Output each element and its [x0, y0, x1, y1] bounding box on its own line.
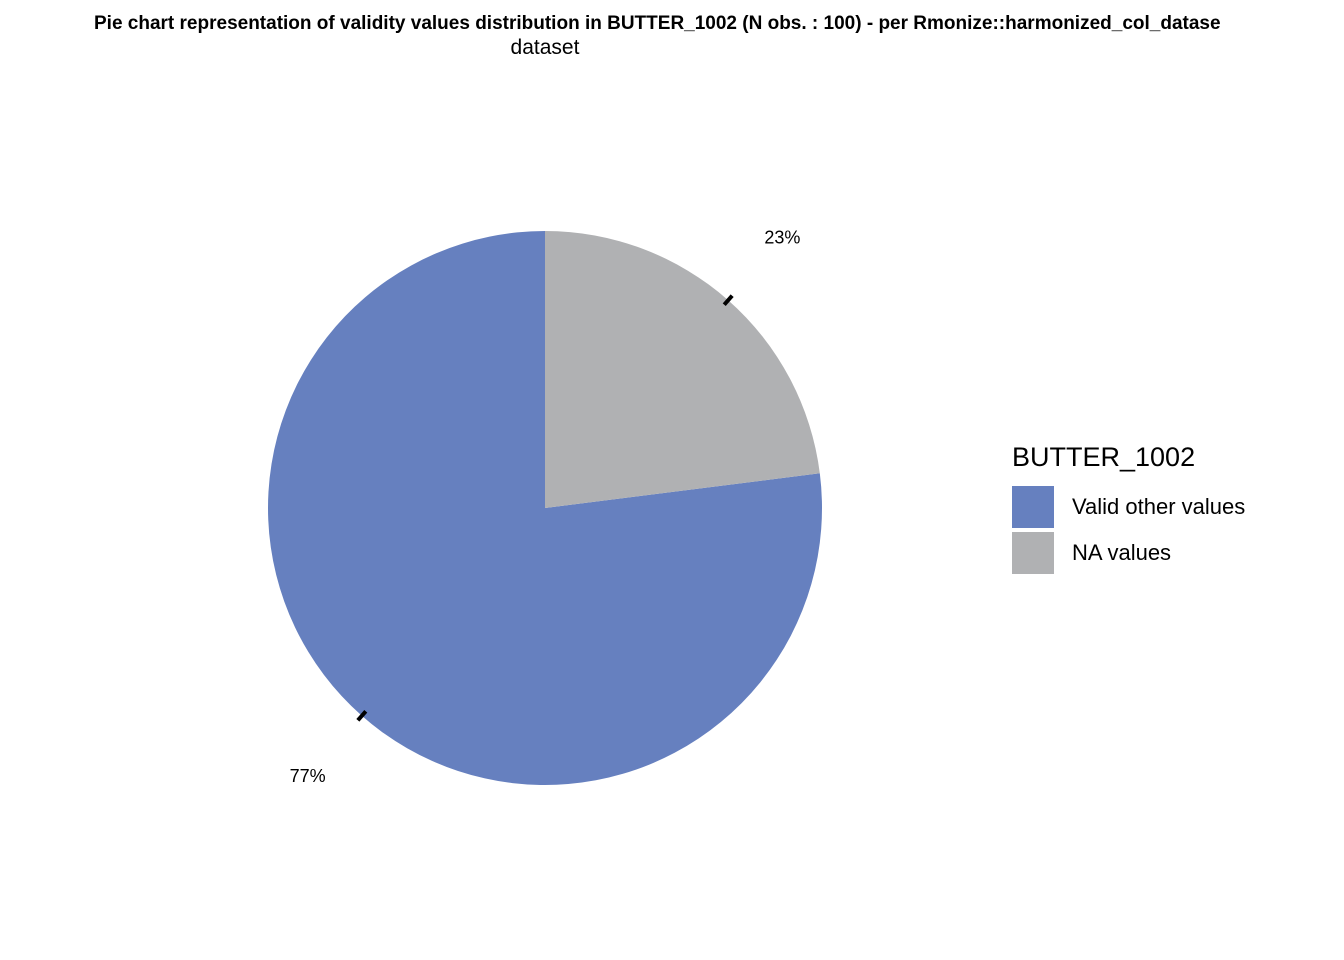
chart-title: Pie chart representation of validity val…: [94, 13, 1221, 34]
chart-subtitle: dataset: [510, 36, 580, 59]
pie-tick-1: [722, 294, 734, 307]
legend-key-na: [1012, 532, 1054, 574]
legend: BUTTER_1002 Valid other values NA values: [1012, 438, 1245, 576]
legend-item-na: NA values: [1012, 530, 1245, 576]
legend-item-valid: Valid other values: [1012, 484, 1245, 530]
pie-tick-0: [356, 709, 368, 722]
legend-key-valid: [1012, 486, 1054, 528]
pie-label-0: 77%: [290, 766, 326, 786]
legend-label-valid: Valid other values: [1072, 494, 1246, 519]
pie-label-1: 23%: [764, 227, 800, 247]
legend-label-na: NA values: [1072, 540, 1172, 565]
legend-title: BUTTER_1002: [1012, 442, 1196, 472]
pie-slice-1: [545, 231, 820, 508]
